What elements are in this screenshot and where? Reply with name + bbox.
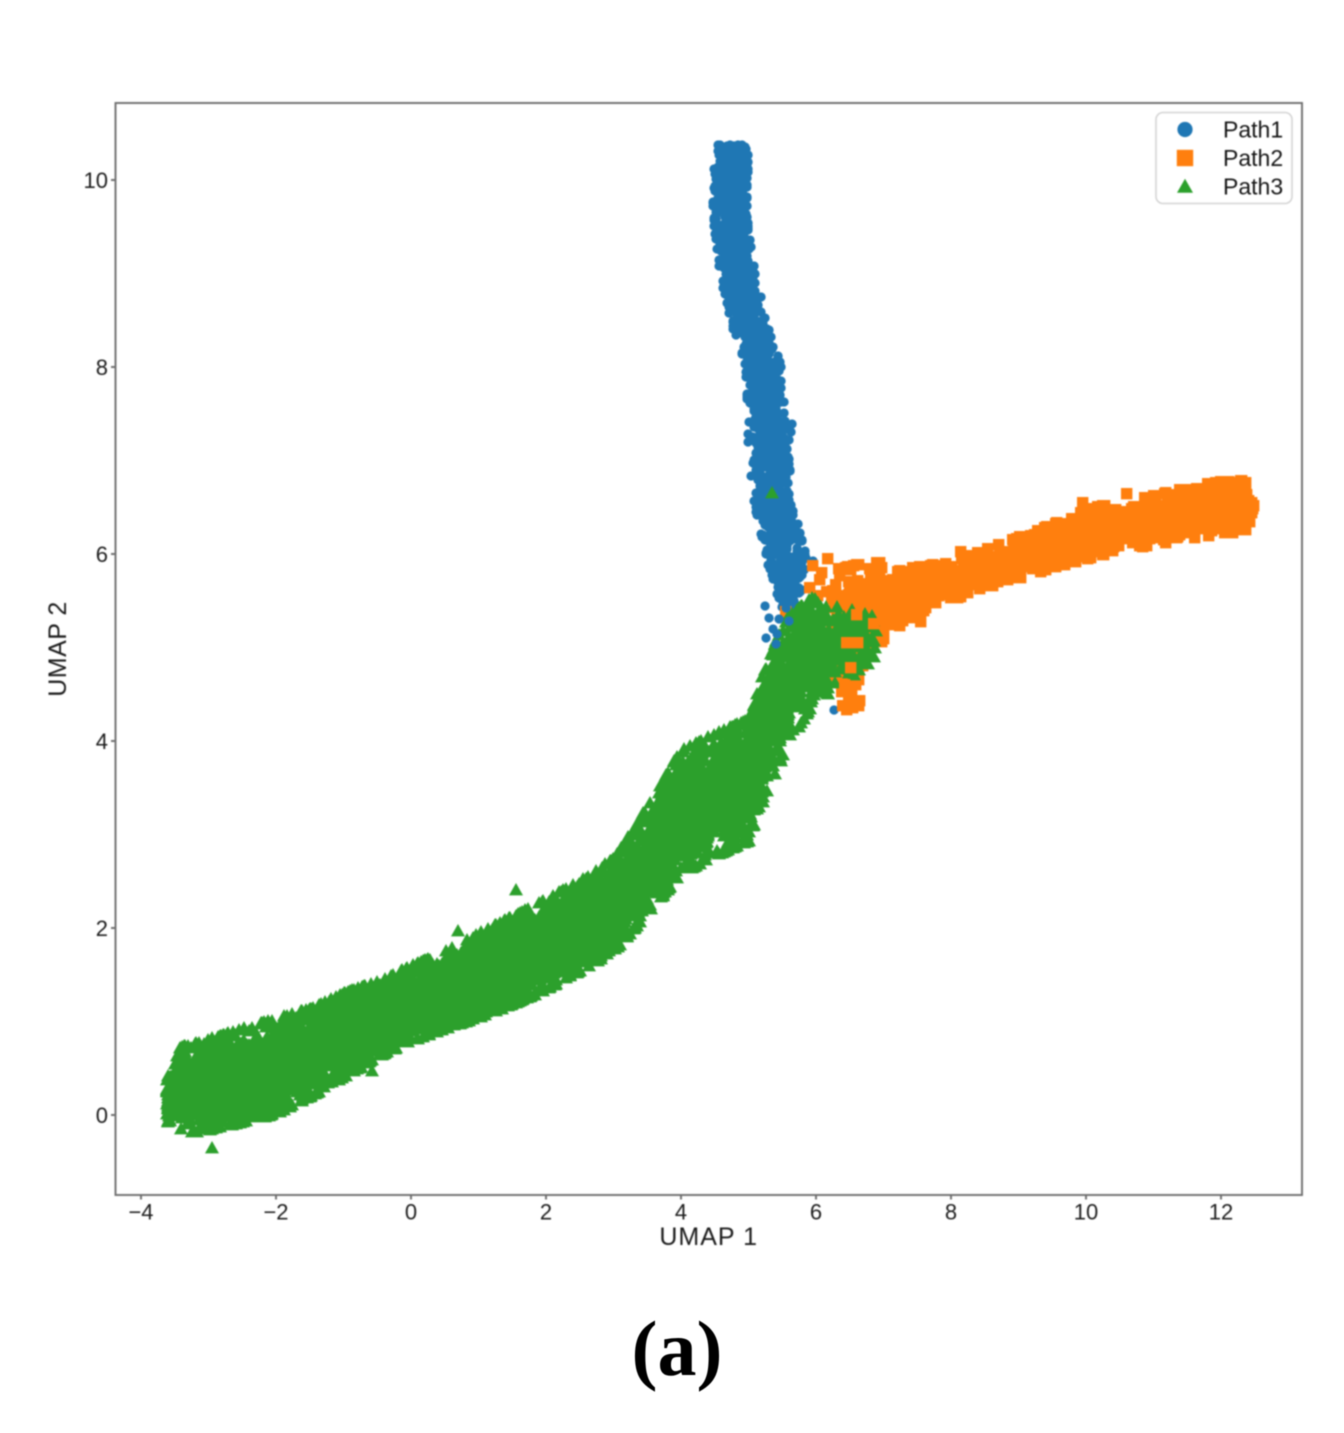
svg-text:Path2: Path2 bbox=[1223, 145, 1283, 171]
svg-text:2: 2 bbox=[540, 1200, 552, 1225]
svg-text:UMAP 1: UMAP 1 bbox=[659, 1223, 758, 1251]
svg-text:0: 0 bbox=[405, 1200, 417, 1225]
svg-text:4: 4 bbox=[96, 729, 108, 754]
svg-text:UMAP 2: UMAP 2 bbox=[44, 601, 72, 697]
svg-text:8: 8 bbox=[96, 355, 108, 380]
svg-text:Path1: Path1 bbox=[1223, 117, 1283, 143]
svg-text:10: 10 bbox=[84, 168, 108, 193]
svg-text:2: 2 bbox=[96, 916, 108, 941]
svg-text:6: 6 bbox=[96, 542, 108, 567]
svg-text:−2: −2 bbox=[263, 1200, 288, 1225]
svg-text:−4: −4 bbox=[128, 1200, 153, 1225]
svg-text:(a): (a) bbox=[632, 1305, 723, 1392]
svg-text:12: 12 bbox=[1209, 1200, 1233, 1225]
svg-text:10: 10 bbox=[1074, 1200, 1098, 1225]
svg-text:Path3: Path3 bbox=[1223, 174, 1283, 200]
svg-text:6: 6 bbox=[810, 1200, 822, 1225]
svg-text:8: 8 bbox=[945, 1200, 957, 1225]
svg-text:0: 0 bbox=[96, 1103, 108, 1128]
svg-text:4: 4 bbox=[675, 1200, 687, 1225]
